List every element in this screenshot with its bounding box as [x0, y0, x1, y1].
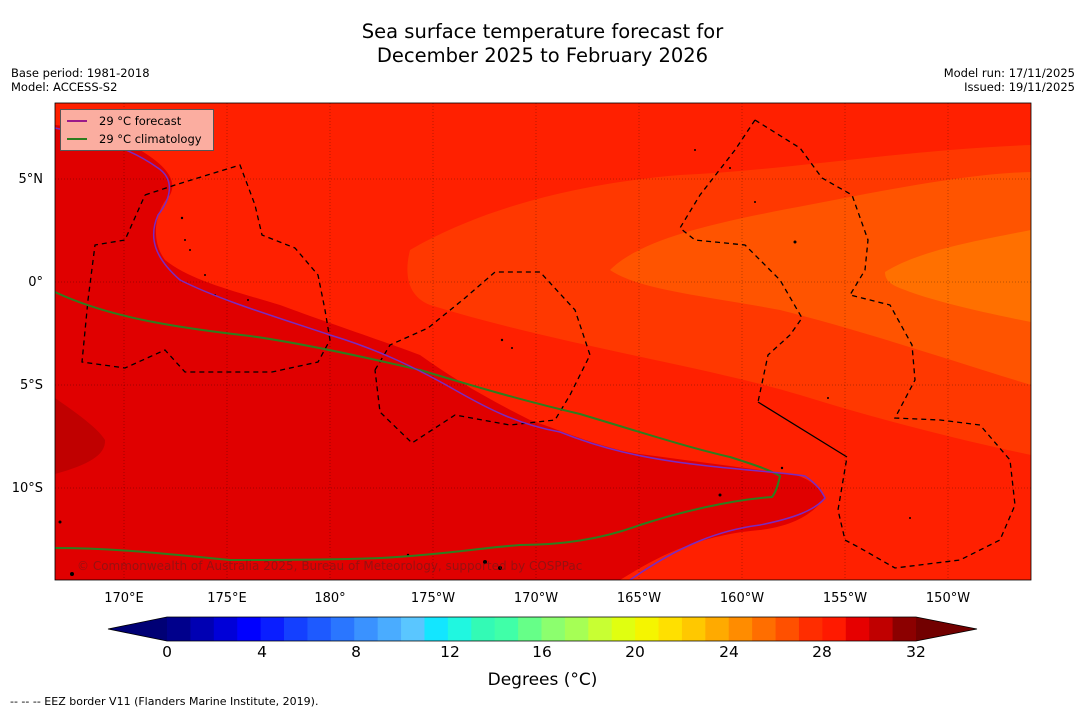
colorbar-swatch: [284, 617, 308, 641]
model-info: Base period: 1981-2018 Model: ACCESS-S2: [11, 66, 150, 94]
legend-forecast: 29 °C forecast: [67, 113, 181, 129]
colorbar: [107, 616, 978, 642]
colorbar-under-arrow: [108, 617, 167, 641]
grid-lines: [55, 103, 1031, 580]
lat-label-5s: 5°S: [20, 378, 43, 393]
eez-kiribati-line: [754, 119, 1016, 569]
colorbar-tick: 28: [812, 643, 832, 661]
eez-line-west: [679, 119, 803, 403]
colorbar-swatch: [845, 617, 870, 641]
issued-date: Issued: 19/11/2025: [964, 80, 1075, 94]
colorbar-tick: 8: [351, 643, 361, 661]
lon-label: 170°W: [514, 591, 558, 606]
eez-footnote: -- -- -- EEZ border V11 (Flanders Marine…: [10, 695, 319, 708]
climatology-29c-contour: [55, 291, 782, 562]
eez-borders: [81, 119, 1016, 569]
sst-field: [55, 103, 1031, 580]
colorbar-swatch: [798, 617, 823, 641]
colorbar-swatch: [541, 617, 566, 641]
lon-label: 150°W: [926, 591, 970, 606]
title-line-1: Sea surface temperature forecast for: [361, 20, 724, 43]
lat-label-5n: 5°N: [19, 172, 44, 187]
colorbar-swatch: [518, 617, 542, 641]
colorbar-outline: [107, 616, 978, 642]
colorbar-tick: 20: [625, 643, 645, 661]
eez-solid-segment: [757, 401, 848, 458]
forecast-29c-contour: [55, 127, 826, 580]
copyright-text: © Commonwealth of Australia 2025, Bureau…: [77, 559, 582, 573]
sst-hot-spot: [55, 398, 106, 474]
eez-kiribati-gilbert: [81, 164, 331, 373]
legend-forecast-label: 29 °C forecast: [99, 114, 182, 128]
map-frame: [54, 102, 1032, 581]
lon-label: 160°W: [720, 591, 764, 606]
colorbar-swatch: [330, 617, 355, 641]
run-info: Model run: 17/11/2025 Issued: 19/11/2025: [944, 66, 1075, 94]
lon-label: 180°: [314, 591, 345, 606]
colorbar-label: Degrees (°C): [487, 670, 598, 690]
colorbar-tick: 12: [440, 643, 460, 661]
map-title: Sea surface temperature forecast for Dec…: [0, 20, 1085, 68]
legend-climatology-label: 29 °C climatology: [99, 132, 202, 146]
lon-label: 175°E: [207, 591, 247, 606]
colorbar-tick: 32: [906, 643, 926, 661]
colorbar-swatch: [260, 617, 285, 641]
colorbar-tick: 16: [532, 643, 552, 661]
lon-label: 155°W: [823, 591, 867, 606]
islands: [58, 149, 911, 576]
lon-label: 170°E: [104, 591, 144, 606]
colorbar-swatch: [471, 617, 496, 641]
colorbar-tick: 0: [162, 643, 172, 661]
colorbar-swatch: [775, 617, 800, 641]
model-name: Model: ACCESS-S2: [11, 80, 118, 94]
lat-label-0: 0°: [28, 275, 43, 290]
colorbar-swatch: [822, 617, 847, 641]
sst-band-29: [885, 230, 1031, 322]
model-run-date: Model run: 17/11/2025: [943, 66, 1075, 80]
lon-label: 175°W: [411, 591, 455, 606]
sst-band-28: [610, 172, 1031, 385]
contour-legend: 29 °C forecast 29 °C climatology: [60, 109, 214, 151]
colorbar-tick-labels: 0 4 8 12 16 20 24 28 32: [0, 643, 1085, 663]
colorbar-swatch: [635, 617, 659, 641]
colorbar-swatch: [167, 617, 191, 641]
colorbar-swatch: [892, 617, 917, 641]
colorbar-swatch: [681, 617, 706, 641]
colorbar-swatch: [564, 617, 589, 641]
sst-warm-pool: [55, 103, 825, 580]
legend-forecast-swatch: [67, 120, 87, 122]
title-line-2: December 2025 to February 2026: [376, 44, 709, 67]
colorbar-swatch: [752, 617, 776, 641]
colorbar-swatch: [658, 617, 683, 641]
colorbar-swatch: [190, 617, 215, 641]
lon-label: 165°W: [617, 591, 661, 606]
colorbar-swatch: [307, 617, 332, 641]
colorbar-swatch: [447, 617, 472, 641]
legend-climatology-swatch: [67, 138, 87, 140]
colorbar-swatch: [494, 617, 519, 641]
colorbar-swatch: [213, 617, 238, 641]
lat-label-10s: 10°S: [12, 481, 43, 496]
colorbar-swatch: [237, 617, 262, 641]
colorbar-tick: 4: [257, 643, 267, 661]
colorbar-swatch: [354, 617, 379, 641]
colorbar-over-arrow: [916, 617, 977, 641]
colorbar-swatch: [377, 617, 402, 641]
colorbar-swatch: [705, 617, 730, 641]
colorbar-swatch: [588, 617, 613, 641]
colorbar-swatch: [611, 617, 636, 641]
colorbar-tick: 24: [719, 643, 739, 661]
colorbar-swatch: [869, 617, 893, 641]
legend-climatology: 29 °C climatology: [67, 131, 202, 147]
colorbar-swatch: [424, 617, 449, 641]
base-period: Base period: 1981-2018: [11, 66, 150, 80]
colorbar-swatch: [401, 617, 425, 641]
colorbar-swatch: [728, 617, 753, 641]
lon-labels: 170°E 175°E 180° 175°W 170°W 165°W 160°W…: [104, 591, 970, 606]
